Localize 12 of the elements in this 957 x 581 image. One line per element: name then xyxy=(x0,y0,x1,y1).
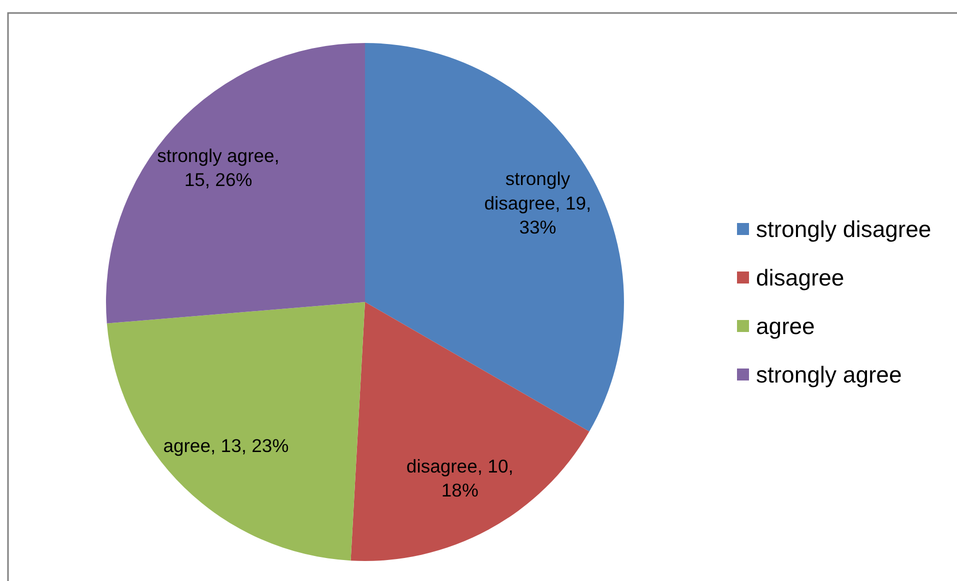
legend-label: agree xyxy=(756,313,815,339)
legend-label: disagree xyxy=(756,264,844,290)
data-label: agree, 13, 23% xyxy=(163,434,289,456)
pie-slice xyxy=(106,43,365,324)
legend-label: strongly agree xyxy=(756,362,902,388)
pie-slice xyxy=(106,302,365,561)
data-label: strongly agree, 15, 26% xyxy=(157,144,280,190)
pie-slice xyxy=(365,43,624,432)
data-label: disagree, 10, 18% xyxy=(406,454,514,500)
pie-slice xyxy=(350,302,590,561)
data-label: strongly disagree, 19, 33% xyxy=(484,168,592,237)
legend-label: strongly disagree xyxy=(756,216,932,242)
